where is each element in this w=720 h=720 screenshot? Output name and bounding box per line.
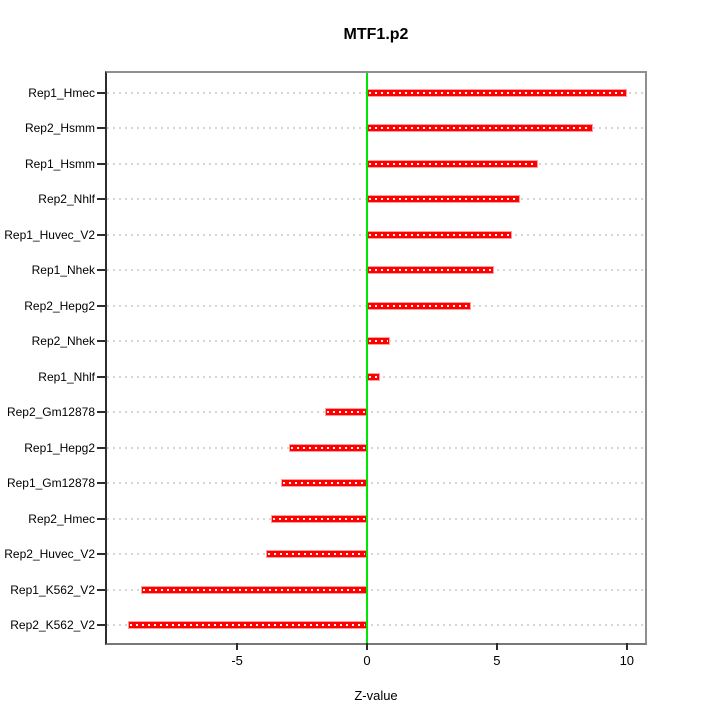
y-axis-tick [97,127,105,130]
category-label: Rep2_Huvec_V2 [4,547,95,562]
bar [367,230,513,239]
gridline [107,446,645,449]
category-label: Rep1_Huvec_V2 [4,227,95,242]
bar [367,266,495,275]
gridline [107,411,645,414]
bar-dotted-pattern [369,162,537,165]
x-tick-label: 10 [619,653,635,668]
y-axis-tick [97,517,105,520]
category-label: Rep1_Nhlf [38,369,95,384]
bar [140,585,367,594]
bar [325,408,367,417]
bar-dotted-pattern [267,553,365,556]
category-label: Rep1_K562_V2 [10,582,95,597]
bar [367,372,380,381]
bar-dotted-pattern [369,233,511,236]
bar-dotted-pattern [129,624,365,627]
chart-title: MTF1.p2 [343,26,409,43]
gridline [107,624,645,627]
bar-dotted-pattern [272,517,365,520]
bar-dotted-pattern [369,340,389,343]
bar-dotted-pattern [369,304,469,307]
y-axis-tick [97,162,105,165]
bar [367,89,627,97]
category-label: Rep2_Nhlf [38,192,95,207]
category-label: Rep2_Hsmm [24,121,95,136]
bar [367,337,391,346]
bar-dotted-pattern [291,446,365,449]
y-axis-tick [97,340,105,343]
bar-dotted-pattern [369,375,378,378]
bar-dotted-pattern [369,269,493,272]
y-axis-tick [97,482,105,485]
y-axis-tick [97,304,105,307]
x-axis-tick [366,643,368,650]
y-axis-tick [97,198,105,201]
bar [127,621,367,630]
x-tick-label: 0 [363,653,371,668]
bar-dotted-pattern [369,198,519,201]
category-label: Rep2_Hmec [28,511,95,526]
x-axis-title: Z-value [354,688,398,703]
y-axis-tick [97,411,105,414]
bar-dotted-pattern [369,127,592,130]
category-label: Rep1_Hmec [28,86,95,100]
bar [367,124,594,133]
plot-area: Rep1_Hmec Rep2_Hsmm Rep1_Hsmm Rep2_Nhlf Rep1… [4,71,647,668]
category-label: Rep2_K562_V2 [10,618,95,633]
zero-line [366,73,368,643]
y-axis-tick [97,624,105,627]
gridline [107,517,645,520]
y-axis-tick [97,233,105,236]
gridline [107,588,645,591]
y-axis-tick [97,588,105,591]
category-label: Rep2_Hepg2 [24,298,95,313]
x-axis-tick [625,643,628,650]
bar [270,514,367,523]
category-label: Rep1_Gm12878 [6,476,95,491]
x-axis-tick [236,643,239,650]
bar-dotted-pattern [283,482,365,485]
bar-dotted-pattern [327,411,365,414]
bar [367,301,471,310]
category-label: Rep1_Hepg2 [24,440,95,455]
x-tick-label: -5 [231,653,243,668]
x-tick-label: 5 [493,653,501,668]
category-label: Rep2_Gm12878 [6,405,95,420]
bar [367,159,539,168]
bar [289,443,367,452]
y-axis-tick [97,375,105,378]
gridline [107,482,645,485]
category-label: Rep1_Nhek [31,263,95,278]
y-axis-tick [97,553,105,556]
bar [281,479,367,488]
bar [265,550,367,559]
gridline [107,553,645,556]
category-label: Rep2_Nhek [31,334,95,349]
bar [367,195,521,204]
y-axis-tick [97,446,105,449]
y-axis-tick [97,269,105,272]
x-axis-tick [495,643,498,650]
y-axis-tick [97,92,105,94]
bar-dotted-pattern [142,588,365,591]
bar-dotted-pattern [369,92,625,94]
category-label: Rep1_Hsmm [24,156,95,171]
